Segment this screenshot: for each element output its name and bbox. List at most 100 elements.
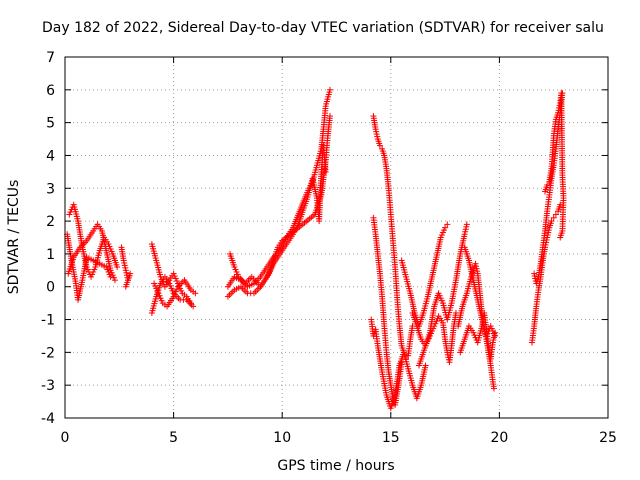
data-point xyxy=(489,378,497,390)
data-point xyxy=(376,142,383,149)
data-point xyxy=(326,86,333,93)
data-point xyxy=(546,220,554,231)
data-point xyxy=(122,283,129,290)
data-point xyxy=(120,257,129,271)
data-point xyxy=(452,309,459,316)
data-point xyxy=(83,229,95,244)
data-point xyxy=(490,385,497,392)
data-point xyxy=(437,227,448,241)
data-point xyxy=(396,323,405,347)
data-point xyxy=(416,351,426,369)
data-point xyxy=(320,105,329,133)
x-tick-label: 15 xyxy=(382,430,400,446)
data-point xyxy=(448,325,457,349)
data-point xyxy=(372,231,381,255)
data-point xyxy=(88,266,98,280)
data-point xyxy=(461,223,470,238)
data-point xyxy=(420,295,431,316)
data-point xyxy=(544,181,551,188)
data-point xyxy=(324,115,333,139)
y-tick-label: -1 xyxy=(41,313,55,329)
data-point xyxy=(385,369,394,386)
data-point xyxy=(457,338,467,356)
data-point xyxy=(533,276,541,287)
data-point xyxy=(542,184,550,195)
axis-ticks xyxy=(64,56,609,419)
x-tick-label: 0 xyxy=(61,430,70,446)
data-point xyxy=(179,290,188,298)
y-tick-label: 6 xyxy=(46,83,55,99)
data-point xyxy=(398,257,409,278)
data-point xyxy=(68,257,79,285)
series-arc-f3 xyxy=(542,90,567,241)
series-arc-d4 xyxy=(398,221,451,330)
data-point xyxy=(109,250,120,268)
data-point xyxy=(151,280,161,294)
data-point xyxy=(279,212,317,244)
data-point xyxy=(559,195,567,232)
data-point xyxy=(153,257,163,278)
data-point xyxy=(531,305,540,330)
data-point xyxy=(465,323,475,334)
data-point xyxy=(90,257,101,266)
data-point xyxy=(539,230,548,251)
data-point xyxy=(435,290,445,304)
data-point xyxy=(418,364,429,389)
data-point xyxy=(550,214,557,221)
data-point xyxy=(552,211,559,218)
data-point xyxy=(487,341,496,362)
data-point xyxy=(70,201,81,222)
data-point xyxy=(370,214,379,235)
data-point xyxy=(400,349,411,370)
data-point xyxy=(103,247,114,272)
data-point xyxy=(90,223,100,234)
series-arc-b1 xyxy=(148,241,194,307)
data-point xyxy=(170,286,180,300)
data-point xyxy=(266,246,281,277)
x-tick-label: 25 xyxy=(599,430,617,446)
data-point xyxy=(372,126,381,140)
data-point xyxy=(461,244,472,262)
data-point xyxy=(387,394,398,412)
data-point xyxy=(148,241,159,262)
data-point xyxy=(528,325,537,346)
data-point xyxy=(379,369,390,396)
data-point xyxy=(405,338,414,359)
data-point xyxy=(374,136,383,147)
series-arc-d1 xyxy=(370,113,416,362)
data-point xyxy=(559,172,567,199)
data-point xyxy=(111,277,118,284)
data-point xyxy=(426,305,437,336)
y-tick-label: 4 xyxy=(46,148,55,164)
data-point xyxy=(277,243,289,257)
data-point xyxy=(557,227,566,239)
data-point xyxy=(237,283,249,295)
y-tick-label: 1 xyxy=(46,247,55,263)
data-point xyxy=(558,90,566,176)
data-point xyxy=(409,309,420,327)
data-point xyxy=(403,273,413,294)
series-arc-d3 xyxy=(368,316,429,412)
data-point xyxy=(75,279,85,303)
data-point xyxy=(107,273,114,280)
y-tick-labels: -4 -3 -2 -1 0 1 2 3 4 5 6 7 xyxy=(41,50,55,427)
data-point xyxy=(489,332,498,346)
data-point xyxy=(394,296,403,327)
data-point xyxy=(77,239,89,251)
data-point xyxy=(322,89,333,110)
data-point xyxy=(557,234,564,241)
data-point xyxy=(322,168,329,175)
data-point xyxy=(448,279,459,307)
data-point xyxy=(166,280,176,294)
data-point xyxy=(392,364,403,399)
data-point xyxy=(370,113,379,131)
y-tick-label: 3 xyxy=(46,181,55,197)
data-point xyxy=(372,326,381,347)
series-arc-a4 xyxy=(118,244,134,290)
data-point xyxy=(383,349,392,373)
data-point xyxy=(322,135,331,166)
data-point xyxy=(318,161,329,198)
data-points xyxy=(64,86,567,412)
data-point xyxy=(407,290,418,314)
series-arc-e2 xyxy=(457,309,499,362)
